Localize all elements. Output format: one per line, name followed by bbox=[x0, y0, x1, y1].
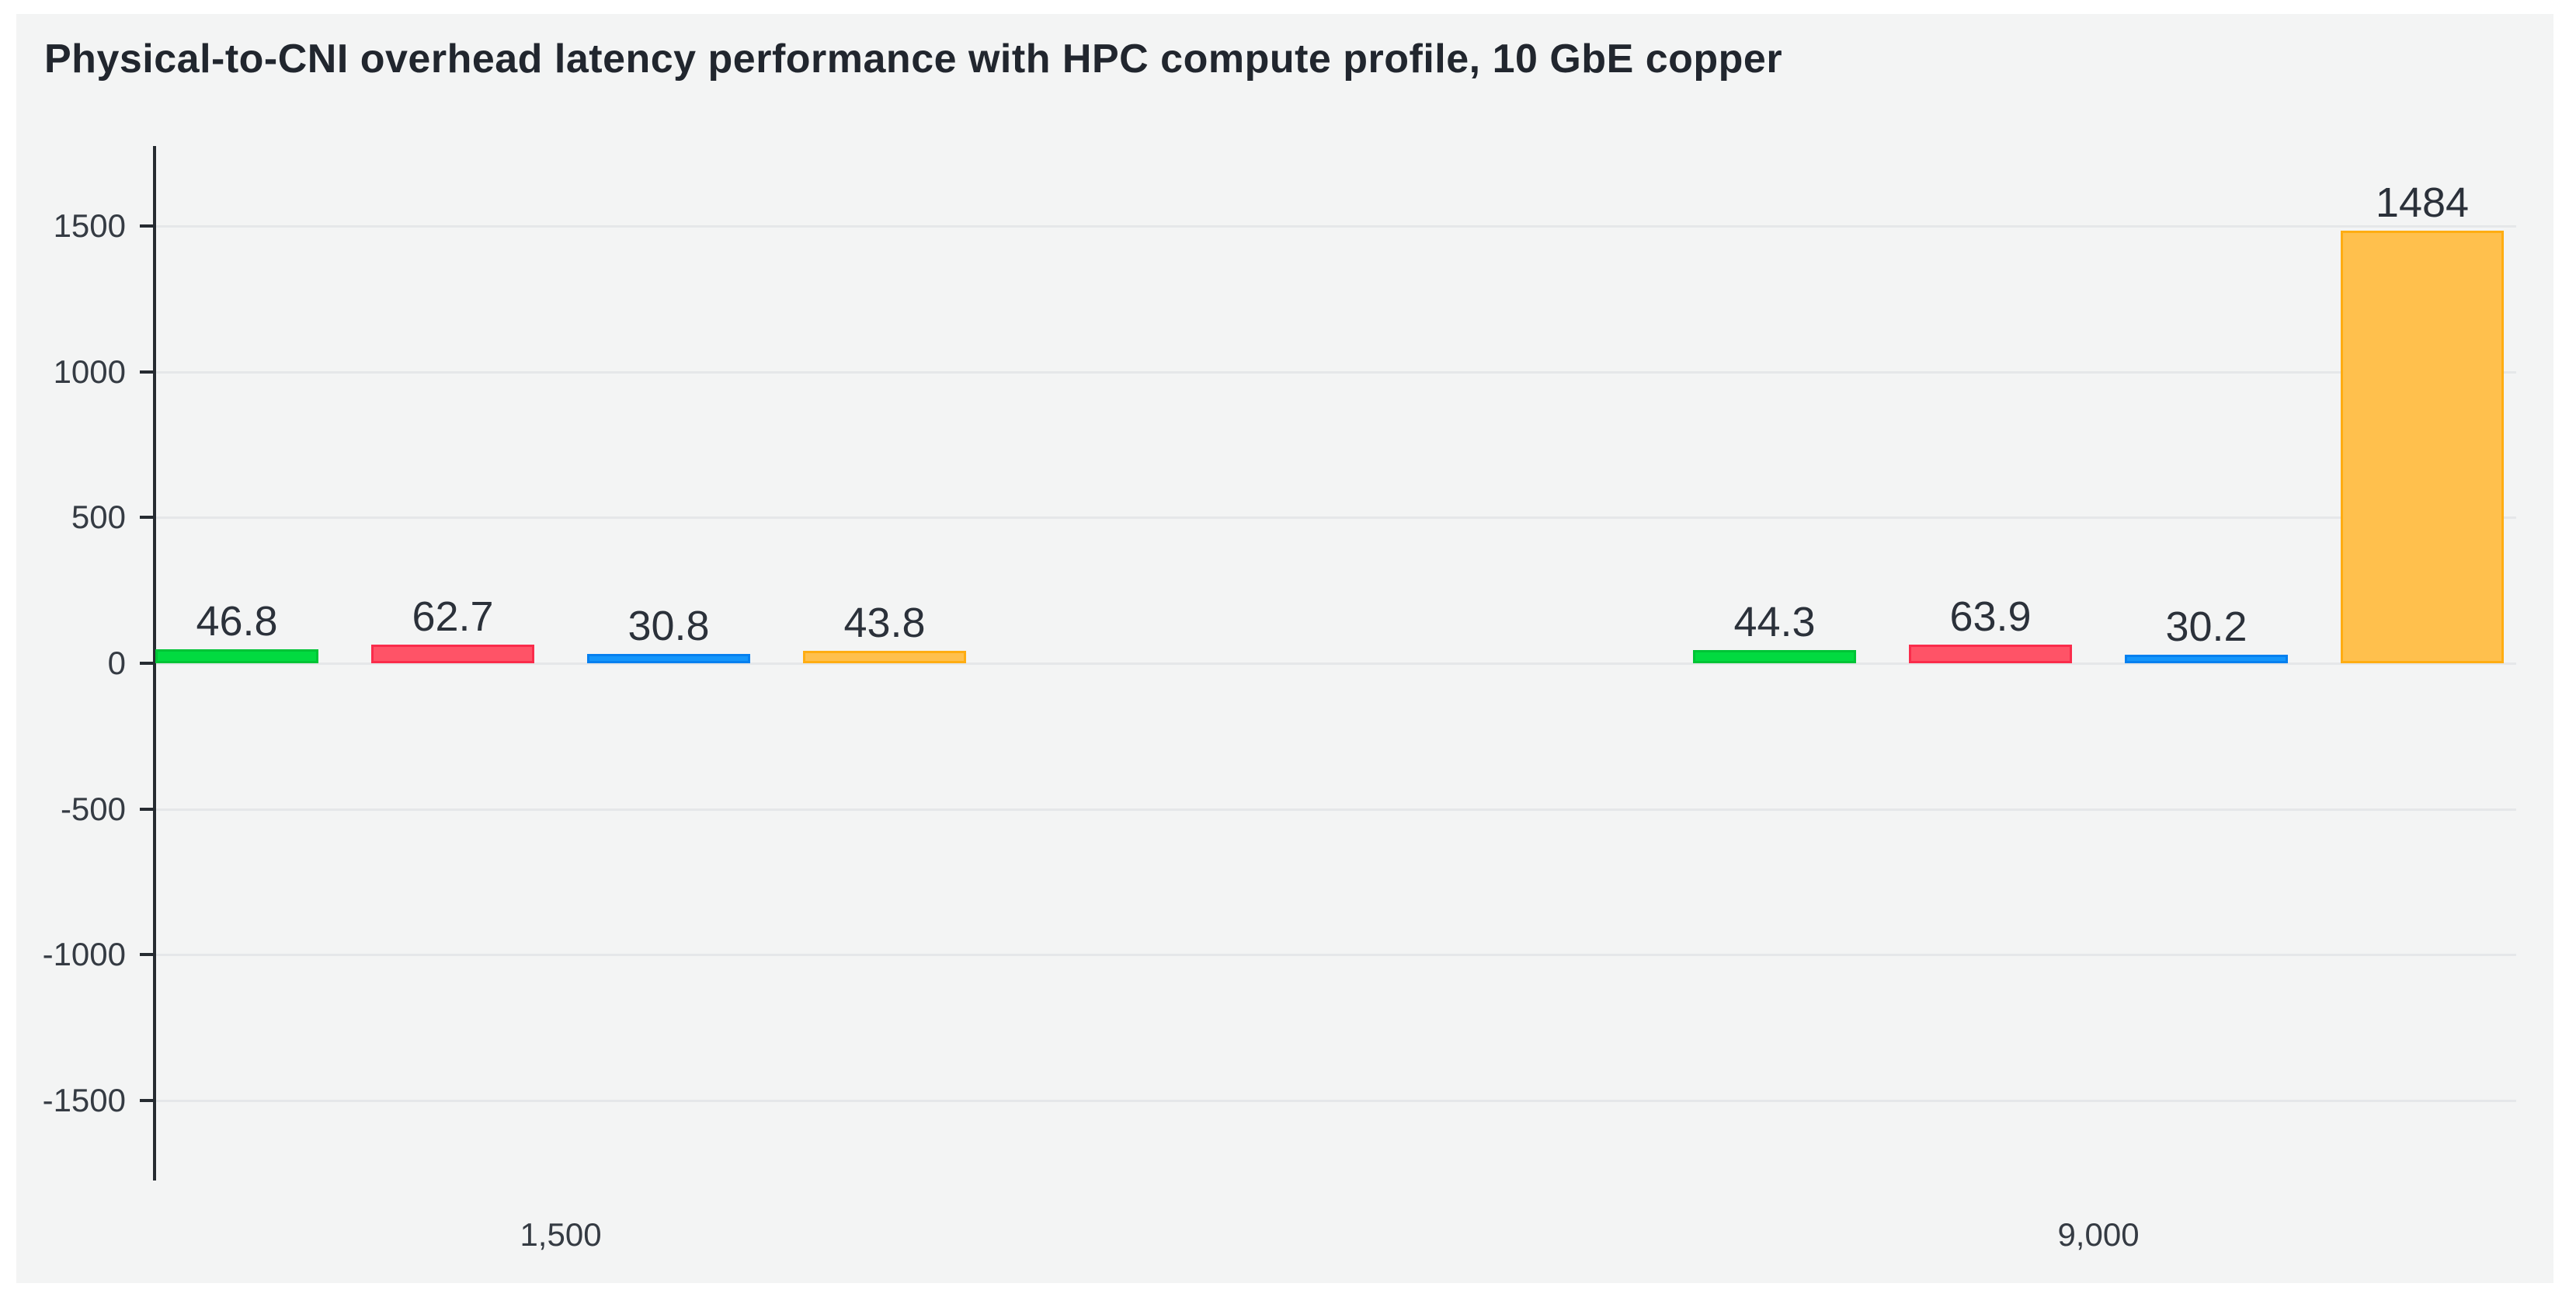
y-axis-tick-label: 1500 bbox=[53, 207, 126, 244]
y-axis-tick-label: 1000 bbox=[53, 353, 126, 390]
gridline-0 bbox=[153, 662, 2516, 665]
chart-panel: Physical-to-CNI overhead latency perform… bbox=[16, 14, 2553, 1283]
bar-value-label: 63.9 bbox=[1949, 593, 2032, 640]
bar-series-orange-cat-1 bbox=[2341, 231, 2504, 663]
gridline--1500 bbox=[153, 1100, 2516, 1102]
bar-value-label: 1484 bbox=[2375, 179, 2470, 226]
y-axis-tick-label: -1500 bbox=[42, 1082, 126, 1118]
bar-series-green-cat-0 bbox=[155, 649, 318, 663]
gridline-500 bbox=[153, 516, 2516, 519]
bar-value-label: 43.8 bbox=[843, 600, 926, 646]
gridline--1000 bbox=[153, 954, 2516, 956]
bar-series-blue-cat-1 bbox=[2125, 655, 2288, 663]
bar-series-red-cat-1 bbox=[1909, 645, 2072, 663]
y-axis-tick--500 bbox=[140, 808, 153, 811]
bar-series-green-cat-1 bbox=[1693, 650, 1856, 663]
y-axis-tick-0 bbox=[140, 662, 153, 665]
y-axis-line bbox=[153, 146, 156, 1181]
y-axis-tick-label: 0 bbox=[107, 645, 126, 681]
bar-series-blue-cat-0 bbox=[587, 654, 750, 663]
bar-value-label: 46.8 bbox=[196, 598, 278, 645]
bar-value-label: 30.8 bbox=[627, 603, 710, 649]
bar-value-label: 44.3 bbox=[1733, 599, 1816, 645]
gridline-1000 bbox=[153, 371, 2516, 374]
y-axis-tick-label: -1000 bbox=[42, 936, 126, 972]
bar-value-label: 30.2 bbox=[2165, 603, 2247, 650]
bar-series-orange-cat-0 bbox=[803, 651, 966, 663]
gridline--500 bbox=[153, 808, 2516, 811]
gridline-1500 bbox=[153, 225, 2516, 228]
y-axis-tick-label: -500 bbox=[60, 791, 126, 827]
x-axis-category-label: 1,500 bbox=[520, 1216, 602, 1253]
y-axis-tick-1000 bbox=[140, 370, 153, 374]
y-axis-tick-1500 bbox=[140, 224, 153, 228]
y-axis-tick-500 bbox=[140, 516, 153, 519]
y-axis-tick-label: 500 bbox=[71, 499, 126, 535]
bar-chart: 1500 1000 500 0 -500 -1000 -1500 46.8 62.7 30.8 43… bbox=[16, 14, 2553, 1283]
y-axis-tick--1000 bbox=[140, 953, 153, 956]
y-axis-tick--1500 bbox=[140, 1099, 153, 1102]
bar-series-red-cat-0 bbox=[371, 645, 534, 663]
x-axis-category-label: 9,000 bbox=[2057, 1216, 2140, 1253]
chart-title: Physical-to-CNI overhead latency perform… bbox=[44, 37, 1783, 82]
bar-value-label: 62.7 bbox=[412, 593, 494, 640]
